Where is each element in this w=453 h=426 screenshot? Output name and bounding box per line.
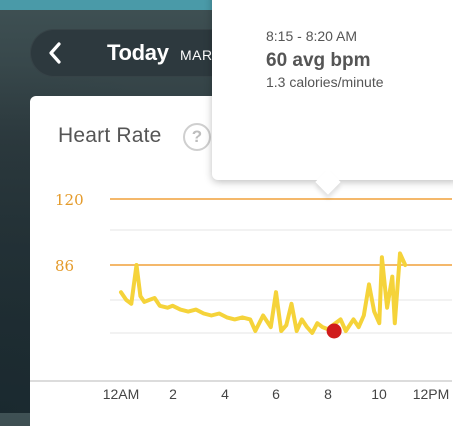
- x-tick-label: 12PM: [412, 386, 450, 402]
- heart-rate-series-line: [119, 251, 408, 335]
- card-title: Heart Rate: [58, 124, 162, 147]
- y-tick-label-86: 86: [55, 257, 75, 275]
- tooltip-calories: 1.3 calories/minute: [266, 74, 384, 90]
- help-icon[interactable]: ?: [183, 123, 211, 151]
- data-tooltip: [212, 0, 453, 180]
- back-button[interactable]: [41, 39, 69, 67]
- x-tick-label: 12AM: [102, 386, 140, 402]
- page-title: Today: [107, 40, 169, 65]
- heart-rate-chart: [30, 198, 452, 382]
- page-date: MAR: [180, 47, 213, 63]
- x-tick-label: 6: [272, 386, 280, 402]
- selected-data-point: [326, 323, 342, 339]
- x-tick-label: 8: [324, 386, 332, 402]
- x-tick-label: 10: [371, 386, 387, 402]
- chevron-left-icon: [49, 42, 61, 64]
- tooltip-time-range: 8:15 - 8:20 AM: [266, 28, 358, 44]
- tooltip-avg-bpm: 60 avg bpm: [266, 50, 371, 71]
- y-tick-label-120: 120: [55, 191, 84, 209]
- x-tick-label: 4: [221, 386, 229, 402]
- x-tick-label: 2: [169, 386, 177, 402]
